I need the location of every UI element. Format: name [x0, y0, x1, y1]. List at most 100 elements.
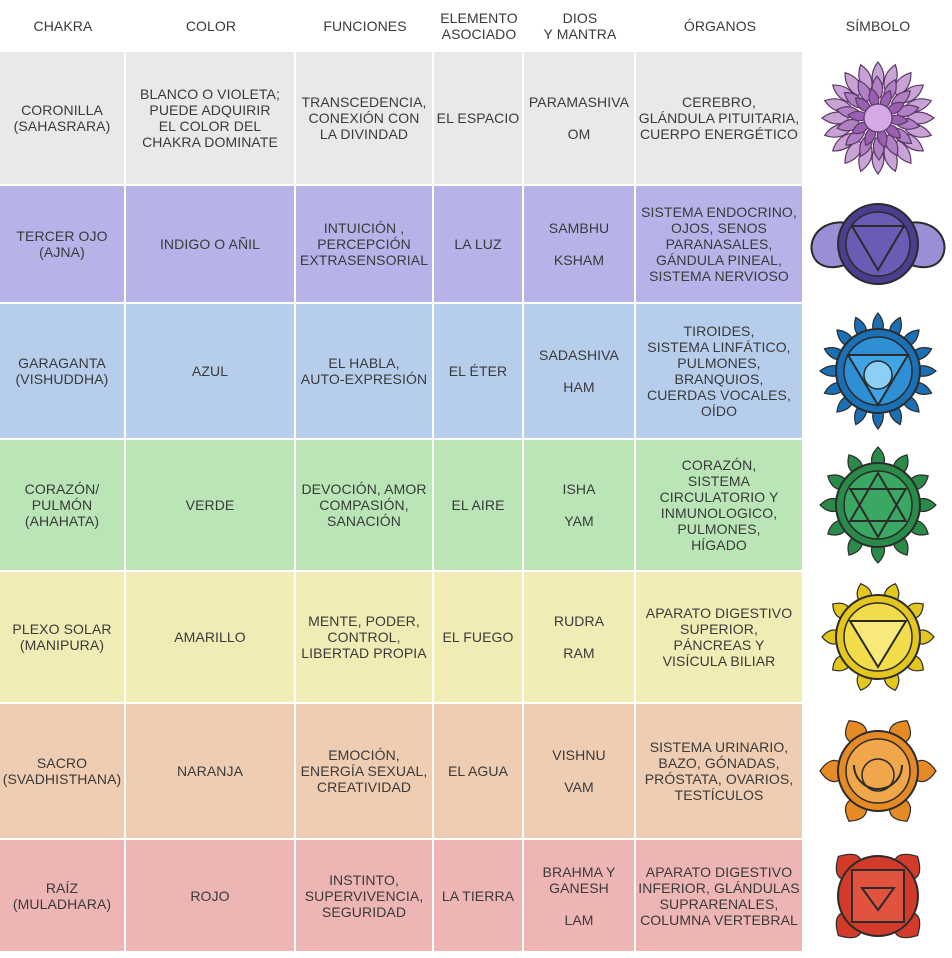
organos-text: CEREBRO, GLÁNDULA PITUITARIA, CUERPO ENE… [638, 94, 800, 142]
elemento-cell: EL AIRE [434, 440, 522, 570]
solar-plexus-chakra-icon [821, 582, 935, 692]
funciones-text: DEVOCIÓN, AMOR COMPASIÓN, SANACIÓN [301, 481, 427, 529]
color-cell: BLANCO O VIOLETA; PUEDE ADQUIRIR EL COLO… [126, 52, 294, 184]
funciones-cell: DEVOCIÓN, AMOR COMPASIÓN, SANACIÓN [296, 440, 432, 570]
header-dios-mantra: DIOS Y MANTRA [543, 10, 617, 42]
god-name: VISHNU [552, 747, 606, 763]
mantra: KSHAM [553, 252, 605, 268]
color-text: VERDE [185, 497, 235, 513]
header-elemento: ELEMENTO ASOCIADO [440, 10, 518, 42]
symbol-cell [804, 572, 952, 702]
elemento-cell: EL ESPACIO [434, 52, 522, 184]
elemento-text: EL AGUA [447, 763, 509, 779]
god-name: RUDRA [553, 613, 605, 629]
throat-chakra-icon [819, 312, 937, 430]
crown-chakra-lotus-icon [821, 61, 935, 175]
funciones-text: EMOCIÓN, ENERGÍA SEXUAL, CREATIVIDAD [300, 747, 428, 795]
color-text: BLANCO O VIOLETA; PUEDE ADQUIRIR EL COLO… [140, 86, 280, 150]
chakra-cell: CORONILLA (SAHASRARA) [0, 52, 124, 184]
root-chakra-icon [835, 853, 921, 938]
god-mantra-cell: RUDRA RAM [524, 572, 634, 702]
funciones-text: TRANSCEDENCIA, CONEXIÓN CON LA DIVINDAD [301, 94, 427, 142]
chakra-text: RAÍZ (MULADHARA) [12, 879, 112, 912]
elemento-text: EL ESPACIO [436, 110, 520, 126]
funciones-cell: EL HABLA, AUTO-EXPRESIÓN [296, 304, 432, 438]
color-cell: VERDE [126, 440, 294, 570]
color-cell: INDIGO O AÑIL [126, 186, 294, 302]
funciones-cell: INSTINTO, SUPERVIVENCIA, SEGURIDAD [296, 840, 432, 951]
elemento-cell: LA TIERRA [434, 840, 522, 951]
god-name: SADASHIVA [539, 347, 619, 363]
god-name: PARAMASHIVA [528, 94, 630, 110]
elemento-text: EL AIRE [451, 497, 505, 513]
sacral-chakra-icon [819, 720, 937, 822]
symbol-cell [804, 704, 952, 838]
organos-text: CORAZÓN, SISTEMA CIRCULATORIO Y INMUNOLO… [659, 457, 779, 553]
color-text: AMARILLO [174, 629, 246, 645]
god-name: ISHA [562, 481, 596, 497]
organos-text: TIROIDES, SISTEMA LINFÁTICO, PULMONES, B… [647, 323, 791, 419]
header-color: COLOR [185, 18, 237, 34]
symbol-cell [804, 186, 952, 302]
god-mantra-cell: PARAMASHIVA OM [524, 52, 634, 184]
funciones-cell: INTUICIÓN , PERCEPCIÓN EXTRASENSORIAL [296, 186, 432, 302]
elemento-cell: EL FUEGO [434, 572, 522, 702]
header-simbolo: SÍMBOLO [845, 18, 911, 34]
elemento-cell: LA LUZ [434, 186, 522, 302]
mantra: OM [567, 126, 591, 142]
funciones-cell: EMOCIÓN, ENERGÍA SEXUAL, CREATIVIDAD [296, 704, 432, 838]
god-name: SAMBHU [548, 220, 610, 236]
mantra: HAM [563, 379, 595, 395]
mantra: VAM [564, 779, 594, 795]
elemento-text: EL ÉTER [448, 363, 508, 379]
god-mantra-cell: SAMBHU KSHAM [524, 186, 634, 302]
third-eye-chakra-icon [810, 203, 946, 285]
god-mantra-cell: SADASHIVA HAM [524, 304, 634, 438]
organos-cell: APARATO DIGESTIVO INFERIOR, GLÁNDULAS SU… [636, 840, 802, 951]
chakra-text: TERCER OJO (AJNA) [16, 228, 108, 260]
god-mantra-cell: ISHA YAM [524, 440, 634, 570]
color-text: NARANJA [176, 763, 244, 779]
chakra-cell: RAÍZ (MULADHARA) [0, 840, 124, 951]
color-text: INDIGO O AÑIL [159, 236, 261, 252]
organos-text: APARATO DIGESTIVO SUPERIOR, PÁNCREAS Y V… [645, 605, 793, 669]
symbol-cell [804, 52, 952, 184]
elemento-text: EL FUEGO [442, 629, 514, 645]
header-funciones: FUNCIONES [323, 18, 407, 34]
funciones-text: MENTE, PODER, CONTROL, LIBERTAD PROPIA [301, 613, 427, 661]
funciones-text: INTUICIÓN , PERCEPCIÓN EXTRASENSORIAL [299, 220, 429, 268]
chakra-text: SACRO (SVADHISTHANA) [2, 755, 122, 787]
organos-text: SISTEMA URINARIO, BAZO, GÓNADAS, PRÓSTAT… [644, 739, 794, 803]
god-name: BRAHMA Y GANESH [542, 863, 616, 896]
chakra-cell: PLEXO SOLAR (MANIPURA) [0, 572, 124, 702]
god-mantra-cell: BRAHMA Y GANESH LAM [524, 840, 634, 951]
color-cell: NARANJA [126, 704, 294, 838]
funciones-cell: TRANSCEDENCIA, CONEXIÓN CON LA DIVINDAD [296, 52, 432, 184]
funciones-text: INSTINTO, SUPERVIVENCIA, SEGURIDAD [304, 871, 424, 920]
elemento-cell: EL ÉTER [434, 304, 522, 438]
heart-chakra-icon [819, 446, 937, 564]
color-cell: ROJO [126, 840, 294, 951]
god-mantra-cell: VISHNU VAM [524, 704, 634, 838]
color-cell: AMARILLO [126, 572, 294, 702]
color-cell: AZUL [126, 304, 294, 438]
organos-text: APARATO DIGESTIVO INFERIOR, GLÁNDULAS SU… [638, 863, 800, 928]
elemento-cell: EL AGUA [434, 704, 522, 838]
header-organos: ÓRGANOS [683, 18, 757, 34]
organos-cell: TIROIDES, SISTEMA LINFÁTICO, PULMONES, B… [636, 304, 802, 438]
color-text: AZUL [191, 363, 229, 379]
chakra-cell: GARAGANTA (VISHUDDHA) [0, 304, 124, 438]
elemento-text: LA LUZ [454, 236, 502, 252]
elemento-text: LA TIERRA [441, 887, 515, 904]
organos-cell: APARATO DIGESTIVO SUPERIOR, PÁNCREAS Y V… [636, 572, 802, 702]
chakra-cell: SACRO (SVADHISTHANA) [0, 704, 124, 838]
funciones-text: EL HABLA, AUTO-EXPRESIÓN [300, 355, 428, 387]
organos-text: SISTEMA ENDOCRINO, OJOS, SENOS PARANASAL… [641, 204, 797, 284]
chakra-text: PLEXO SOLAR (MANIPURA) [12, 621, 112, 653]
color-text: ROJO [190, 887, 230, 904]
organos-cell: CORAZÓN, SISTEMA CIRCULATORIO Y INMUNOLO… [636, 440, 802, 570]
chakra-cell: TERCER OJO (AJNA) [0, 186, 124, 302]
organos-cell: SISTEMA URINARIO, BAZO, GÓNADAS, PRÓSTAT… [636, 704, 802, 838]
mantra: YAM [564, 513, 594, 529]
